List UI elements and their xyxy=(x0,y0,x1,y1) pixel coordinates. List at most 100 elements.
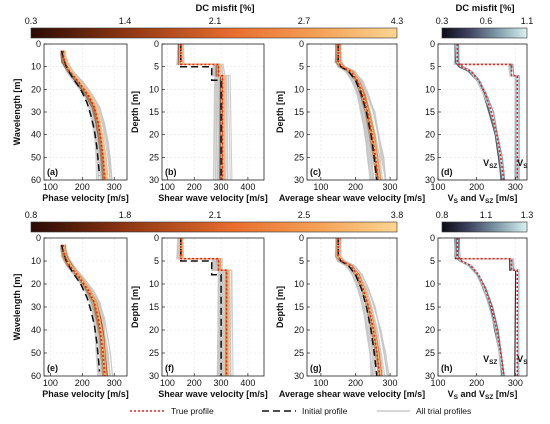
y-tick-label: 25 xyxy=(149,348,159,358)
colorbar-tick: 2.5 xyxy=(298,210,311,220)
x-tick-label: 100 xyxy=(313,182,328,192)
x-tick-label: 200 xyxy=(469,378,484,388)
true-profile xyxy=(337,44,379,180)
y-tick-label: 10 xyxy=(149,84,159,94)
true-profile xyxy=(62,244,106,376)
y-tick-label: 5 xyxy=(154,256,159,266)
initial-profile xyxy=(180,44,222,180)
y-tick-label: 15 xyxy=(425,107,435,117)
initial-profile xyxy=(180,238,222,376)
colorbar-gradient xyxy=(30,221,398,233)
y-tick-label: 20 xyxy=(425,130,435,140)
y-tick-label: 0 xyxy=(36,39,41,49)
colorbar-title: DC misfit [%] xyxy=(455,3,514,14)
y-tick-label: 20 xyxy=(294,130,304,140)
y-tick-label: 25 xyxy=(425,152,435,162)
legend-true-label: True profile xyxy=(171,406,214,416)
y-tick-label: 0 xyxy=(299,233,304,243)
panel-label: (b) xyxy=(165,167,177,177)
model-line xyxy=(60,50,104,180)
y-axis-label: Wavelength [m] xyxy=(12,274,22,341)
x-axis-label: Average shear wave velocity [m/s] xyxy=(279,389,425,399)
y-tick-label: 25 xyxy=(294,152,304,162)
trial-line xyxy=(338,44,387,180)
y-tick-label: 0 xyxy=(430,39,435,49)
y-tick-label: 10 xyxy=(149,279,159,289)
x-tick-label: 300 xyxy=(214,182,229,192)
y-tick-label: 50 xyxy=(31,348,41,358)
model-line xyxy=(457,44,506,180)
vs-annotation: VS xyxy=(517,158,528,170)
x-tick-label: 200 xyxy=(348,182,363,192)
y-tick-label: 60 xyxy=(31,371,41,381)
panel-d: 100 200 300 0 5 10 15 20 25 30 VS and VSZ [m/s] (d)… xyxy=(425,39,528,205)
y-tick-label: 25 xyxy=(149,152,159,162)
y-tick-label: 20 xyxy=(149,325,159,335)
panel-b: 100 200 300 400 0 5 10 15 20 25 30 Shear wave veloc… xyxy=(130,39,268,203)
y-tick-label: 5 xyxy=(154,62,159,72)
colorbar-tick: 1.3 xyxy=(521,210,534,220)
panel-c: 100 200 300 0 5 10 15 20 25 30 Average shear wave … xyxy=(275,39,425,203)
panel-label: (c) xyxy=(310,167,321,177)
x-tick-label: 400 xyxy=(240,378,255,388)
y-tick-label: 20 xyxy=(149,130,159,140)
colorbar-tick: 1.8 xyxy=(119,210,132,220)
y-tick-label: 15 xyxy=(294,107,304,117)
initial-profile xyxy=(337,238,378,376)
x-tick-label: 300 xyxy=(107,378,122,388)
y-tick-label: 20 xyxy=(294,325,304,335)
trial-line xyxy=(340,238,388,376)
y-tick-label: 30 xyxy=(31,107,41,117)
y-tick-label: 30 xyxy=(294,175,304,185)
y-tick-label: 5 xyxy=(430,256,435,266)
x-axis-label: VS and VSZ [m/s] xyxy=(448,193,518,205)
trial-line xyxy=(63,244,114,376)
panel-g: 100 200 300 0 5 10 15 20 25 30 Average shear wave … xyxy=(275,233,425,399)
y-tick-label: 5 xyxy=(299,62,304,72)
legend-trial-label: All trial profiles xyxy=(416,406,471,416)
true-profile xyxy=(62,50,106,180)
model-line xyxy=(457,238,520,376)
colorbar-gradient xyxy=(441,221,528,233)
x-tick-label: 300 xyxy=(214,378,229,388)
model-line xyxy=(178,238,226,376)
model-line xyxy=(180,44,225,180)
model-line xyxy=(453,44,516,180)
colorbar-tick: 1.1 xyxy=(521,16,534,26)
model-line xyxy=(335,238,380,376)
y-tick-label: 10 xyxy=(294,84,304,94)
y-tick-label: 30 xyxy=(425,371,435,381)
trial-line xyxy=(60,244,99,376)
y-tick-label: 60 xyxy=(31,175,41,185)
model-line xyxy=(339,44,382,180)
y-axis-label: Depth [m] xyxy=(130,286,140,328)
x-tick-label: 300 xyxy=(107,182,122,192)
x-tick-label: 400 xyxy=(240,182,255,192)
colorbar-tick: 0.8 xyxy=(25,210,38,220)
y-tick-label: 30 xyxy=(149,175,159,185)
panel-label: (e) xyxy=(47,363,58,373)
model-line xyxy=(338,238,382,376)
x-tick-label: 100 xyxy=(430,182,445,192)
initial-profile xyxy=(337,44,378,180)
y-tick-label: 15 xyxy=(149,302,159,312)
x-tick-label: 200 xyxy=(348,378,363,388)
y-tick-label: 20 xyxy=(31,84,41,94)
colorbar-tick: 0.3 xyxy=(25,16,38,26)
x-axis-label: Average shear wave velocity [m/s] xyxy=(279,193,425,203)
x-tick-label: 100 xyxy=(430,378,445,388)
trial-line xyxy=(176,44,217,180)
colorbar-tick: 0.3 xyxy=(436,16,449,26)
colorbar-top-main: DC misfit [%] 0.3 1.4 2.1 2.7 4.3 xyxy=(25,3,403,39)
y-tick-label: 10 xyxy=(294,279,304,289)
x-tick-label: 200 xyxy=(187,378,202,388)
colorbar-tick: 2.1 xyxy=(209,210,222,220)
y-tick-label: 30 xyxy=(31,302,41,312)
x-tick-label: 300 xyxy=(508,182,523,192)
y-axis-label: Depth [m] xyxy=(275,91,285,133)
colorbar-tick: 3.8 xyxy=(391,210,404,220)
colorbar-tick: 0.6 xyxy=(480,16,493,26)
x-tick-label: 200 xyxy=(187,182,202,192)
